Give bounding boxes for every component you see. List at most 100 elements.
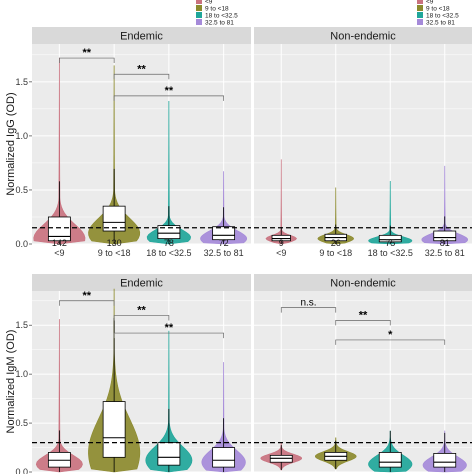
significance-bracket: n.s.	[280, 298, 337, 313]
violin-group	[422, 430, 467, 473]
box	[157, 225, 181, 239]
legend-key-2	[417, 12, 423, 18]
violin-group	[265, 159, 297, 245]
violin-group	[88, 65, 141, 245]
violin-group	[88, 288, 141, 473]
grid-lines	[254, 44, 472, 245]
legend-label-3: 32.5 to 81	[205, 20, 234, 27]
violin	[146, 101, 191, 245]
violin-group	[317, 187, 354, 245]
significance-bracket: **	[113, 63, 170, 80]
bracket-line	[113, 95, 224, 101]
x-tick-label: 9 to <18	[319, 248, 352, 258]
bracket-line	[113, 332, 224, 339]
y-tick-label: 1.5	[15, 320, 28, 330]
panel-background	[254, 44, 472, 244]
x-tick-label: 32.5 to 81	[204, 248, 244, 258]
violin-group	[35, 319, 83, 473]
box	[212, 447, 236, 468]
panel-background	[254, 291, 472, 472]
significance-bracket: *	[335, 329, 446, 345]
y-axis-title: Normalized IgG (OD)	[5, 92, 17, 195]
panel-strip	[32, 27, 251, 44]
violin-group	[145, 330, 193, 473]
significance-label: **	[82, 290, 91, 302]
group-n-label: 78	[164, 238, 174, 248]
x-tick-label: <9	[276, 248, 286, 258]
box	[433, 230, 457, 242]
panel-strip	[254, 27, 472, 44]
significance-label: **	[165, 85, 174, 97]
box	[157, 442, 181, 466]
panel-background	[32, 291, 251, 472]
group-n-label: 142	[52, 238, 67, 248]
significance-label: **	[137, 63, 146, 75]
significance-bracket: **	[59, 290, 115, 306]
significance-label: n.s.	[300, 298, 316, 309]
bracket-line	[335, 339, 446, 345]
legend-label-1: 9 to <18	[426, 6, 450, 13]
y-tick-label: 0.5	[15, 418, 28, 428]
significance-bracket: **	[113, 304, 170, 321]
group-n-label: 9	[279, 238, 284, 248]
violin	[145, 330, 193, 473]
legend-label-3: 32.5 to 81	[426, 20, 455, 27]
violin-group	[260, 442, 303, 471]
x-tick-label: 18 to <32.5	[368, 248, 413, 258]
legend-key-1	[196, 5, 202, 11]
panel-strip	[254, 274, 472, 291]
panel-strip-label: Non-endemic	[330, 31, 396, 43]
panel-strip-label: Endemic	[120, 278, 163, 290]
bracket-line	[113, 73, 170, 80]
bracket-line	[59, 57, 115, 64]
x-tick-label: 9 to <18	[98, 248, 131, 258]
violin	[421, 165, 469, 245]
panel-background	[32, 44, 251, 244]
bracket-line	[113, 315, 170, 321]
bracket-line	[335, 320, 391, 326]
y-tick-label: 1.5	[15, 77, 28, 87]
y-axis-title: Normalized IgM (OD)	[5, 330, 17, 434]
legend-key-3	[417, 19, 423, 25]
significance-label: **	[82, 47, 91, 59]
box	[212, 226, 236, 241]
box	[433, 453, 457, 468]
violin-group	[33, 57, 86, 245]
violin	[265, 159, 297, 245]
violin-group	[421, 165, 469, 245]
box	[378, 234, 402, 243]
group-n-label: 130	[107, 238, 122, 248]
y-tick-label: 0.5	[15, 185, 28, 195]
violin-group	[146, 101, 191, 245]
significance-label: **	[137, 304, 146, 316]
y-tick-label: 1.0	[15, 131, 28, 141]
violin	[201, 362, 246, 473]
legend-key-2	[196, 12, 202, 18]
significance-bracket: **	[335, 309, 391, 326]
box	[102, 401, 126, 458]
group-n-label: 72	[219, 238, 229, 248]
group-n-label: 26	[331, 238, 341, 248]
legend-label-2: 18 to <32.5	[426, 13, 459, 20]
violin-group	[200, 171, 248, 245]
group-n-label: 75	[385, 238, 395, 248]
legend-label-2: 18 to <32.5	[205, 13, 238, 20]
legend-label-0: <9	[205, 0, 213, 6]
legend-label-0: <9	[426, 0, 434, 6]
significance-label: *	[388, 329, 393, 341]
violin	[88, 65, 141, 245]
bracket-line	[280, 307, 337, 313]
significance-bracket: **	[59, 47, 115, 64]
box	[378, 452, 402, 468]
panel-strip-label: Non-endemic	[330, 278, 396, 290]
violin-group	[201, 362, 246, 473]
legend-label-1: 9 to <18	[205, 6, 229, 13]
y-tick-label: 0.0	[15, 467, 28, 474]
x-tick-label: <9	[54, 248, 64, 258]
